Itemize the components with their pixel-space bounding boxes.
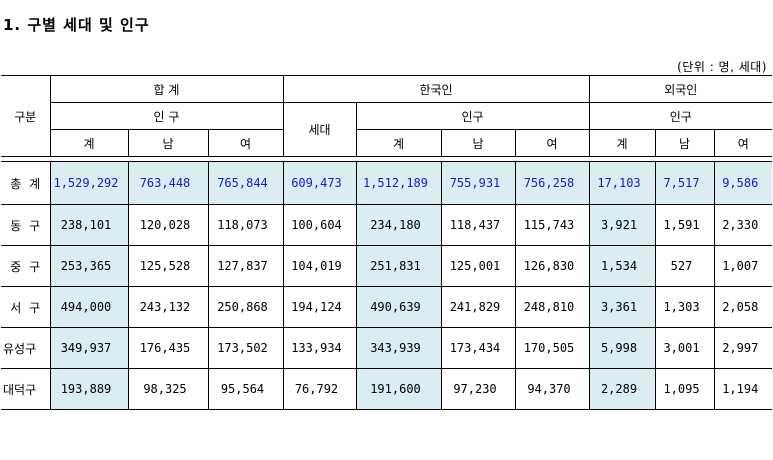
table-cell: 527 xyxy=(654,245,715,287)
header-sub-male: 남 xyxy=(440,129,516,157)
table-cell: 17,103 xyxy=(588,161,656,205)
table-row: 총 계 1,529,292 763,448 765,844 609,473 1,… xyxy=(1,161,773,205)
table-cell: 765,844 xyxy=(207,161,284,205)
table-cell: 126,830 xyxy=(514,245,590,287)
table-cell: 120,028 xyxy=(127,204,209,246)
table-cell: 756,258 xyxy=(514,161,590,205)
table-cell: 241,829 xyxy=(440,286,516,328)
table-cell: 76,792 xyxy=(282,368,357,410)
table-cell: 3,921 xyxy=(588,204,656,246)
table-cell: 609,473 xyxy=(282,161,357,205)
header-sub-total: 계 xyxy=(355,129,442,157)
table-cell: 118,073 xyxy=(207,204,284,246)
table-cell: 1,007 xyxy=(713,245,773,287)
header-category: 구분 xyxy=(1,75,51,157)
header-korean-group: 한국인 xyxy=(282,75,590,103)
table-cell: 118,437 xyxy=(440,204,516,246)
table-cell: 94,370 xyxy=(514,368,590,410)
table-cell: 2,289 xyxy=(588,368,656,410)
table-row: 대덕구 193,889 98,325 95,564 76,792 191,600… xyxy=(1,368,773,410)
table-cell: 9,586 xyxy=(713,161,773,205)
table-cell: 490,639 xyxy=(355,286,442,328)
table-cell: 133,934 xyxy=(282,327,357,369)
row-label: 유성구 xyxy=(1,327,51,369)
header-sub-total: 계 xyxy=(588,129,656,157)
table-cell: 100,604 xyxy=(282,204,357,246)
table-cell: 755,931 xyxy=(440,161,516,205)
header-sub-female: 여 xyxy=(207,129,284,157)
table-row: 서 구 494,000 243,132 250,868 194,124 490,… xyxy=(1,286,773,328)
row-label: 서 구 xyxy=(1,286,51,328)
table-cell: 125,528 xyxy=(127,245,209,287)
header-foreign-group: 외국인 xyxy=(588,75,773,103)
table-cell: 173,502 xyxy=(207,327,284,369)
table-cell: 494,000 xyxy=(49,286,129,328)
table-cell: 1,303 xyxy=(654,286,715,328)
header-households: 세대 xyxy=(282,102,357,157)
table-cell: 1,534 xyxy=(588,245,656,287)
row-label: 대덕구 xyxy=(1,368,51,410)
table-cell: 170,505 xyxy=(514,327,590,369)
header-korean-population: 인구 xyxy=(355,102,590,130)
header-foreign-population: 인구 xyxy=(588,102,773,130)
table-cell: 125,001 xyxy=(440,245,516,287)
header-sub-male: 남 xyxy=(654,129,715,157)
header-sub-total: 계 xyxy=(49,129,129,157)
table-cell: 3,361 xyxy=(588,286,656,328)
table-cell: 173,434 xyxy=(440,327,516,369)
table-cell: 5,998 xyxy=(588,327,656,369)
table-cell: 243,132 xyxy=(127,286,209,328)
table-cell: 253,365 xyxy=(49,245,129,287)
table-cell: 763,448 xyxy=(127,161,209,205)
table-cell: 1,512,189 xyxy=(355,161,442,205)
header-total-population: 인 구 xyxy=(49,102,284,130)
table-cell: 349,937 xyxy=(49,327,129,369)
header-sub-male: 남 xyxy=(127,129,209,157)
table-cell: 95,564 xyxy=(207,368,284,410)
table-cell: 97,230 xyxy=(440,368,516,410)
table-cell: 104,019 xyxy=(282,245,357,287)
table-cell: 7,517 xyxy=(654,161,715,205)
header-total-group: 합 계 xyxy=(49,75,284,103)
table-cell: 1,095 xyxy=(654,368,715,410)
table-cell: 176,435 xyxy=(127,327,209,369)
table-cell: 127,837 xyxy=(207,245,284,287)
table-cell: 194,124 xyxy=(282,286,357,328)
table-cell: 2,330 xyxy=(713,204,773,246)
table-cell: 234,180 xyxy=(355,204,442,246)
table-row: 유성구 349,937 176,435 173,502 133,934 343,… xyxy=(1,327,773,369)
row-label: 총 계 xyxy=(1,161,51,205)
table-cell: 238,101 xyxy=(49,204,129,246)
table-cell: 2,997 xyxy=(713,327,773,369)
table-cell: 115,743 xyxy=(514,204,590,246)
header-sub-female: 여 xyxy=(713,129,773,157)
table-cell: 3,001 xyxy=(654,327,715,369)
table-cell: 343,939 xyxy=(355,327,442,369)
row-label: 동 구 xyxy=(1,204,51,246)
table-cell: 251,831 xyxy=(355,245,442,287)
page-title: 1. 구별 세대 및 인구 xyxy=(3,16,150,34)
table-cell: 248,810 xyxy=(514,286,590,328)
table-cell: 1,194 xyxy=(713,368,773,410)
table-cell: 98,325 xyxy=(127,368,209,410)
table-row: 중 구 253,365 125,528 127,837 104,019 251,… xyxy=(1,245,773,287)
table-cell: 1,591 xyxy=(654,204,715,246)
population-table: 구분 합 계 한국인 외국인 인 구 세대 인구 인구 계 남 여 계 남 여 … xyxy=(1,75,773,410)
row-label: 중 구 xyxy=(1,245,51,287)
table-cell: 2,058 xyxy=(713,286,773,328)
table-cell: 191,600 xyxy=(355,368,442,410)
unit-label: (단위 : 명, 세대) xyxy=(677,60,767,74)
table-row: 동 구 238,101 120,028 118,073 100,604 234,… xyxy=(1,204,773,246)
header-sub-female: 여 xyxy=(514,129,590,157)
table-cell: 1,529,292 xyxy=(49,161,129,205)
table-cell: 250,868 xyxy=(207,286,284,328)
table-cell: 193,889 xyxy=(49,368,129,410)
